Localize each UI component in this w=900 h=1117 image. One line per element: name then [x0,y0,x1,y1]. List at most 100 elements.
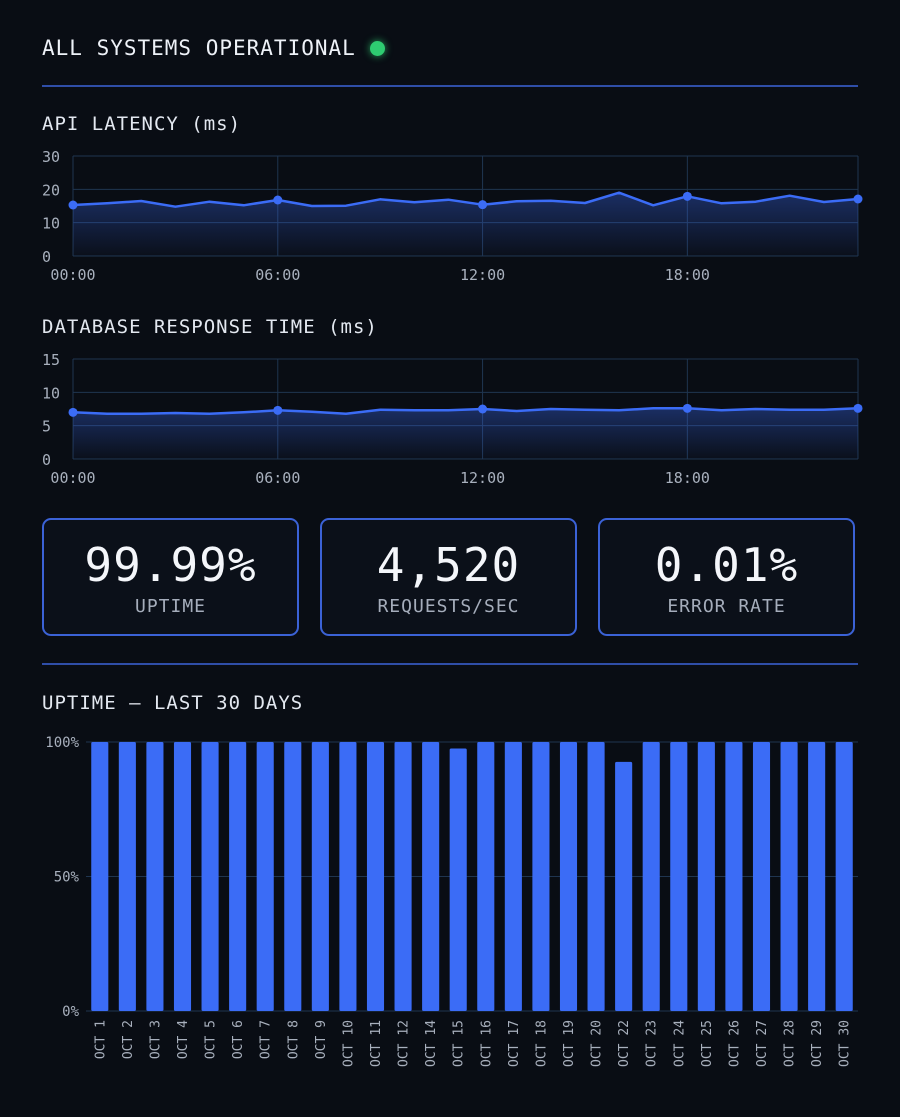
metric-card-uptime: 99.99% UPTIME [42,518,299,636]
x-tick-label: OCT 6 [231,1020,246,1059]
x-tick-label: OCT 9 [314,1020,329,1059]
x-tick-label: 12:00 [460,469,505,487]
uptime-bar [229,742,247,1011]
uptime-bar [449,748,467,1011]
api-latency-title: API LATENCY (ms) [42,113,242,135]
x-tick-label: OCT 20 [590,1020,605,1067]
metric-label: ERROR RATE [667,596,786,617]
db-response-title: DATABASE RESPONSE TIME (ms) [42,316,378,338]
system-status: ALL SYSTEMS OPERATIONAL [42,33,385,63]
x-tick-label: OCT 28 [783,1020,798,1067]
x-tick-label: OCT 1 [93,1020,108,1059]
metric-value: 4,520 [376,538,521,592]
uptime-bar [752,742,771,1011]
uptime-bar [587,742,605,1011]
y-tick-label: 5 [42,418,51,436]
uptime-bar [339,742,357,1011]
y-tick-label: 10 [42,215,60,233]
uptime-bar [118,742,136,1011]
series-area-fill [73,192,858,256]
status-indicator-dot [369,40,385,56]
uptime-bar [615,761,633,1011]
uptime-bar [642,742,660,1011]
x-tick-label: 18:00 [665,266,710,284]
x-tick-label: OCT 27 [755,1020,770,1067]
x-tick-label: OCT 23 [645,1020,660,1067]
uptime-bar [311,742,329,1011]
x-tick-label: 00:00 [50,266,95,284]
y-tick-label: 20 [42,181,60,199]
y-tick-label: 50% [54,870,80,886]
metric-label: REQUESTS/SEC [377,596,520,617]
y-tick-label: 15 [42,351,60,369]
uptime-bar [697,742,715,1011]
uptime-bar [366,742,385,1011]
data-point-marker [682,403,692,413]
y-tick-label: 0 [42,248,51,266]
uptime-bar [477,742,495,1011]
data-point-marker [68,407,78,417]
x-tick-label: 06:00 [255,266,300,284]
uptime-bar-chart: 0% 50% 100% OCT 1 OCT 2 OCT 3 OCT 4 OCT 5 OCT 6 O… [45,735,858,1067]
uptime-bar [559,742,578,1011]
y-tick-label: 0% [62,1004,79,1020]
x-tick-label: OCT 26 [727,1020,742,1067]
data-point-marker [478,200,488,210]
x-tick-label: OCT 25 [700,1020,715,1067]
uptime-bar [173,742,192,1011]
uptime-bar [725,742,743,1011]
x-tick-label: OCT 2 [121,1020,136,1059]
x-tick-label: OCT 22 [617,1020,632,1067]
uptime-bar [780,742,798,1011]
x-tick-label: OCT 16 [479,1020,494,1067]
series-area-fill [73,408,858,459]
metric-card-requests: 4,520 REQUESTS/SEC [320,518,577,636]
uptime-bar [284,742,302,1011]
x-tick-label: OCT 5 [204,1020,219,1059]
data-point-marker [68,200,78,210]
metric-value: 99.99% [84,538,257,592]
data-point-marker [478,404,488,414]
y-tick-label: 10 [42,384,60,402]
x-tick-label: OCT 29 [810,1020,825,1067]
data-point-marker [682,191,692,201]
data-point-marker [853,194,863,204]
x-tick-label: OCT 18 [534,1020,549,1067]
data-point-marker [853,403,863,413]
x-tick-label: 12:00 [460,266,505,284]
uptime-bar [835,742,853,1011]
y-tick-label: 0 [42,451,51,469]
x-tick-label: OCT 7 [259,1020,274,1059]
x-tick-label: OCT 14 [424,1020,439,1067]
x-tick-label: OCT 17 [507,1020,522,1067]
data-point-marker [273,405,283,415]
y-tick-label: 100% [45,735,79,751]
metric-card-error-rate: 0.01% ERROR RATE [598,518,855,636]
data-point-marker [273,195,283,205]
x-tick-label: OCT 4 [176,1020,191,1059]
uptime-bar [394,742,412,1011]
divider-top [42,85,858,87]
x-tick-label: 00:00 [50,469,95,487]
x-tick-label: OCT 8 [286,1020,301,1059]
db-response-chart: 0 5 10 15 00:00 06:00 12:00 18:00 [42,351,863,487]
metric-value: 0.01% [654,538,799,592]
uptime-bar [670,742,688,1011]
uptime-bar [532,742,550,1011]
uptime-bar [808,742,826,1011]
x-tick-label: OCT 24 [672,1020,687,1067]
x-tick-label: 18:00 [665,469,710,487]
uptime-bar [504,742,522,1011]
x-tick-label: OCT 11 [369,1020,384,1067]
uptime-chart-title: UPTIME — LAST 30 DAYS [42,692,304,714]
x-tick-label: 06:00 [255,469,300,487]
uptime-bar [91,742,109,1011]
x-tick-label: OCT 30 [838,1020,853,1067]
x-tick-label: OCT 19 [562,1020,577,1067]
series-line [72,407,859,415]
metric-label: UPTIME [134,596,207,617]
x-tick-label: OCT 10 [341,1020,356,1067]
uptime-bar [201,742,219,1011]
uptime-bar [256,742,274,1011]
uptime-bar [146,742,164,1011]
